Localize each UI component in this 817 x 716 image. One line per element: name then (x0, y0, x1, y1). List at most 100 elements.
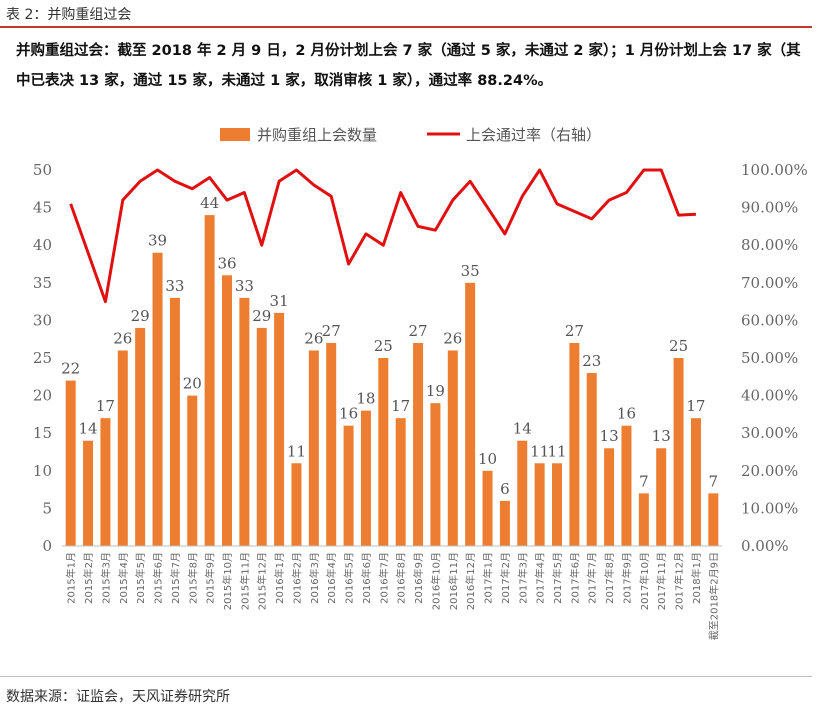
y-tick-label: 10 (33, 462, 52, 480)
bar (169, 297, 180, 546)
bar (395, 418, 406, 546)
bar-value-label: 7 (639, 472, 649, 490)
bar (673, 358, 684, 546)
bar (638, 493, 649, 546)
x-tick-label: 2015年6月 (152, 552, 165, 604)
x-tick-label: 2017年2月 (499, 552, 512, 604)
y2-tick-label: 60.00% (741, 311, 798, 329)
bar (308, 350, 319, 546)
y-tick-label: 0 (42, 537, 52, 555)
y-tick-label: 35 (33, 274, 52, 292)
x-tick-label: 2015年3月 (99, 552, 112, 604)
bar-value-label: 23 (582, 352, 601, 370)
y2-tick-label: 0.00% (741, 537, 789, 555)
bar-value-label: 26 (304, 329, 323, 347)
summary-text: 并购重组过会：截至 2018 年 2 月 9 日，2 月份计划上会 7 家（通过… (16, 36, 806, 96)
bar (656, 448, 667, 546)
bar-value-label: 17 (391, 397, 410, 415)
bar-value-label: 19 (426, 382, 445, 400)
y-tick-label: 45 (33, 199, 52, 217)
bar-value-label: 31 (270, 292, 289, 310)
y2-tick-label: 80.00% (741, 236, 798, 254)
x-tick-label: 2016年4月 (325, 552, 338, 604)
legend-bar-swatch (220, 128, 250, 141)
bar (343, 425, 354, 546)
chart: 并购重组上会数量 上会通过率（右轴） 05101520253035404550 … (33, 126, 808, 640)
bar (222, 275, 232, 546)
bottom-rule (0, 676, 812, 677)
bar-value-label: 27 (322, 322, 341, 340)
x-tick-label: 2015年4月 (117, 552, 130, 604)
bar-value-label: 11 (547, 442, 566, 460)
rate-line (69, 168, 697, 304)
y-tick-label: 30 (33, 311, 52, 329)
bar (360, 410, 371, 546)
x-tick-label: 2017年11月 (655, 552, 668, 610)
y-tick-label: 5 (42, 499, 52, 517)
bar-value-label: 13 (600, 427, 619, 445)
y2-tick-label: 30.00% (741, 424, 798, 442)
x-tick-label: 2016年9月 (412, 552, 425, 604)
x-tick-label: 2015年12月 (256, 552, 269, 610)
bar-value-label: 26 (443, 329, 462, 347)
y2-tick-label: 70.00% (741, 274, 798, 292)
bar-value-label: 29 (252, 307, 271, 325)
bar (117, 350, 128, 546)
bar-value-label: 29 (131, 307, 150, 325)
y-tick-label: 50 (33, 161, 52, 179)
bar-value-label: 16 (617, 405, 636, 423)
bar (291, 463, 302, 546)
bar (604, 448, 615, 546)
bar-value-label: 14 (79, 420, 98, 438)
x-tick-label: 2016年11月 (447, 552, 460, 610)
x-tick-label: 2015年10月 (221, 552, 234, 610)
bar (517, 440, 528, 546)
bar (465, 282, 476, 546)
summary-line-1: 并购重组过会：截至 2018 年 2 月 9 日，2 月份计划上会 7 家（通过… (16, 43, 801, 59)
x-tick-label: 2017年10月 (638, 552, 651, 610)
legend: 并购重组上会数量 上会通过率（右轴） (220, 126, 601, 144)
bar-value-label: 35 (461, 262, 480, 280)
y-tick-label: 20 (33, 387, 52, 405)
table-caption: 表 2：并购重组过会 (6, 7, 132, 23)
bar (326, 342, 337, 546)
y2-tick-label: 50.00% (741, 349, 798, 367)
x-tick-label: 2017年3月 (516, 552, 529, 604)
x-tick-label: 2016年1月 (273, 552, 286, 604)
x-tick-label: 2017年5月 (551, 552, 564, 604)
bar-value-label: 25 (669, 337, 688, 355)
left-axis: 0 5 10 15 20 25 30 35 40 45 50 (33, 161, 52, 555)
x-tick-label: 2016年12月 (464, 552, 477, 610)
x-tick-label: 2017年6月 (568, 552, 581, 604)
bar (413, 342, 424, 546)
x-tick-label: 2015年1月 (65, 552, 78, 604)
bar (430, 403, 441, 546)
bar-value-label: 14 (513, 420, 532, 438)
bar (552, 463, 562, 546)
y2-tick-label: 10.00% (741, 499, 798, 517)
x-tick-label: 2017年7月 (586, 552, 599, 604)
bar-value-label: 13 (652, 427, 671, 445)
x-tick-label: 2017年1月 (482, 552, 495, 604)
x-tick-label: 2015年5月 (134, 552, 147, 604)
y-tick-label: 15 (33, 424, 52, 442)
right-axis: 0.00% 10.00% 20.00% 30.00% 40.00% 50.00% 60.00… (741, 161, 808, 555)
summary-line-2: 中已表决 13 家，通过 15 家，未通过 1 家，取消审核 1 家），通过率 … (16, 73, 553, 89)
bar-value-label: 22 (61, 360, 80, 378)
x-tick-label: 2016年8月 (395, 552, 408, 604)
bar (152, 252, 163, 546)
x-tick-label: 2017年12月 (673, 552, 686, 610)
bar-value-label: 6 (500, 480, 510, 498)
bar (187, 395, 198, 546)
bar (83, 440, 94, 546)
y2-tick-label: 100.00% (741, 161, 808, 179)
x-axis: 2015年1月 2015年2月 2015年3月 2015年4月 2015年5月 2015年… (62, 545, 722, 640)
bar-value-label: 27 (565, 322, 584, 340)
bar-value-label: 17 (686, 397, 705, 415)
y2-tick-label: 40.00% (741, 387, 798, 405)
x-tick-label: 2018年1月 (690, 552, 703, 604)
x-tick-label: 2016年5月 (343, 552, 356, 604)
bar-value-label: 33 (235, 277, 254, 295)
bar-value-label: 44 (200, 194, 219, 212)
bar (447, 350, 458, 546)
